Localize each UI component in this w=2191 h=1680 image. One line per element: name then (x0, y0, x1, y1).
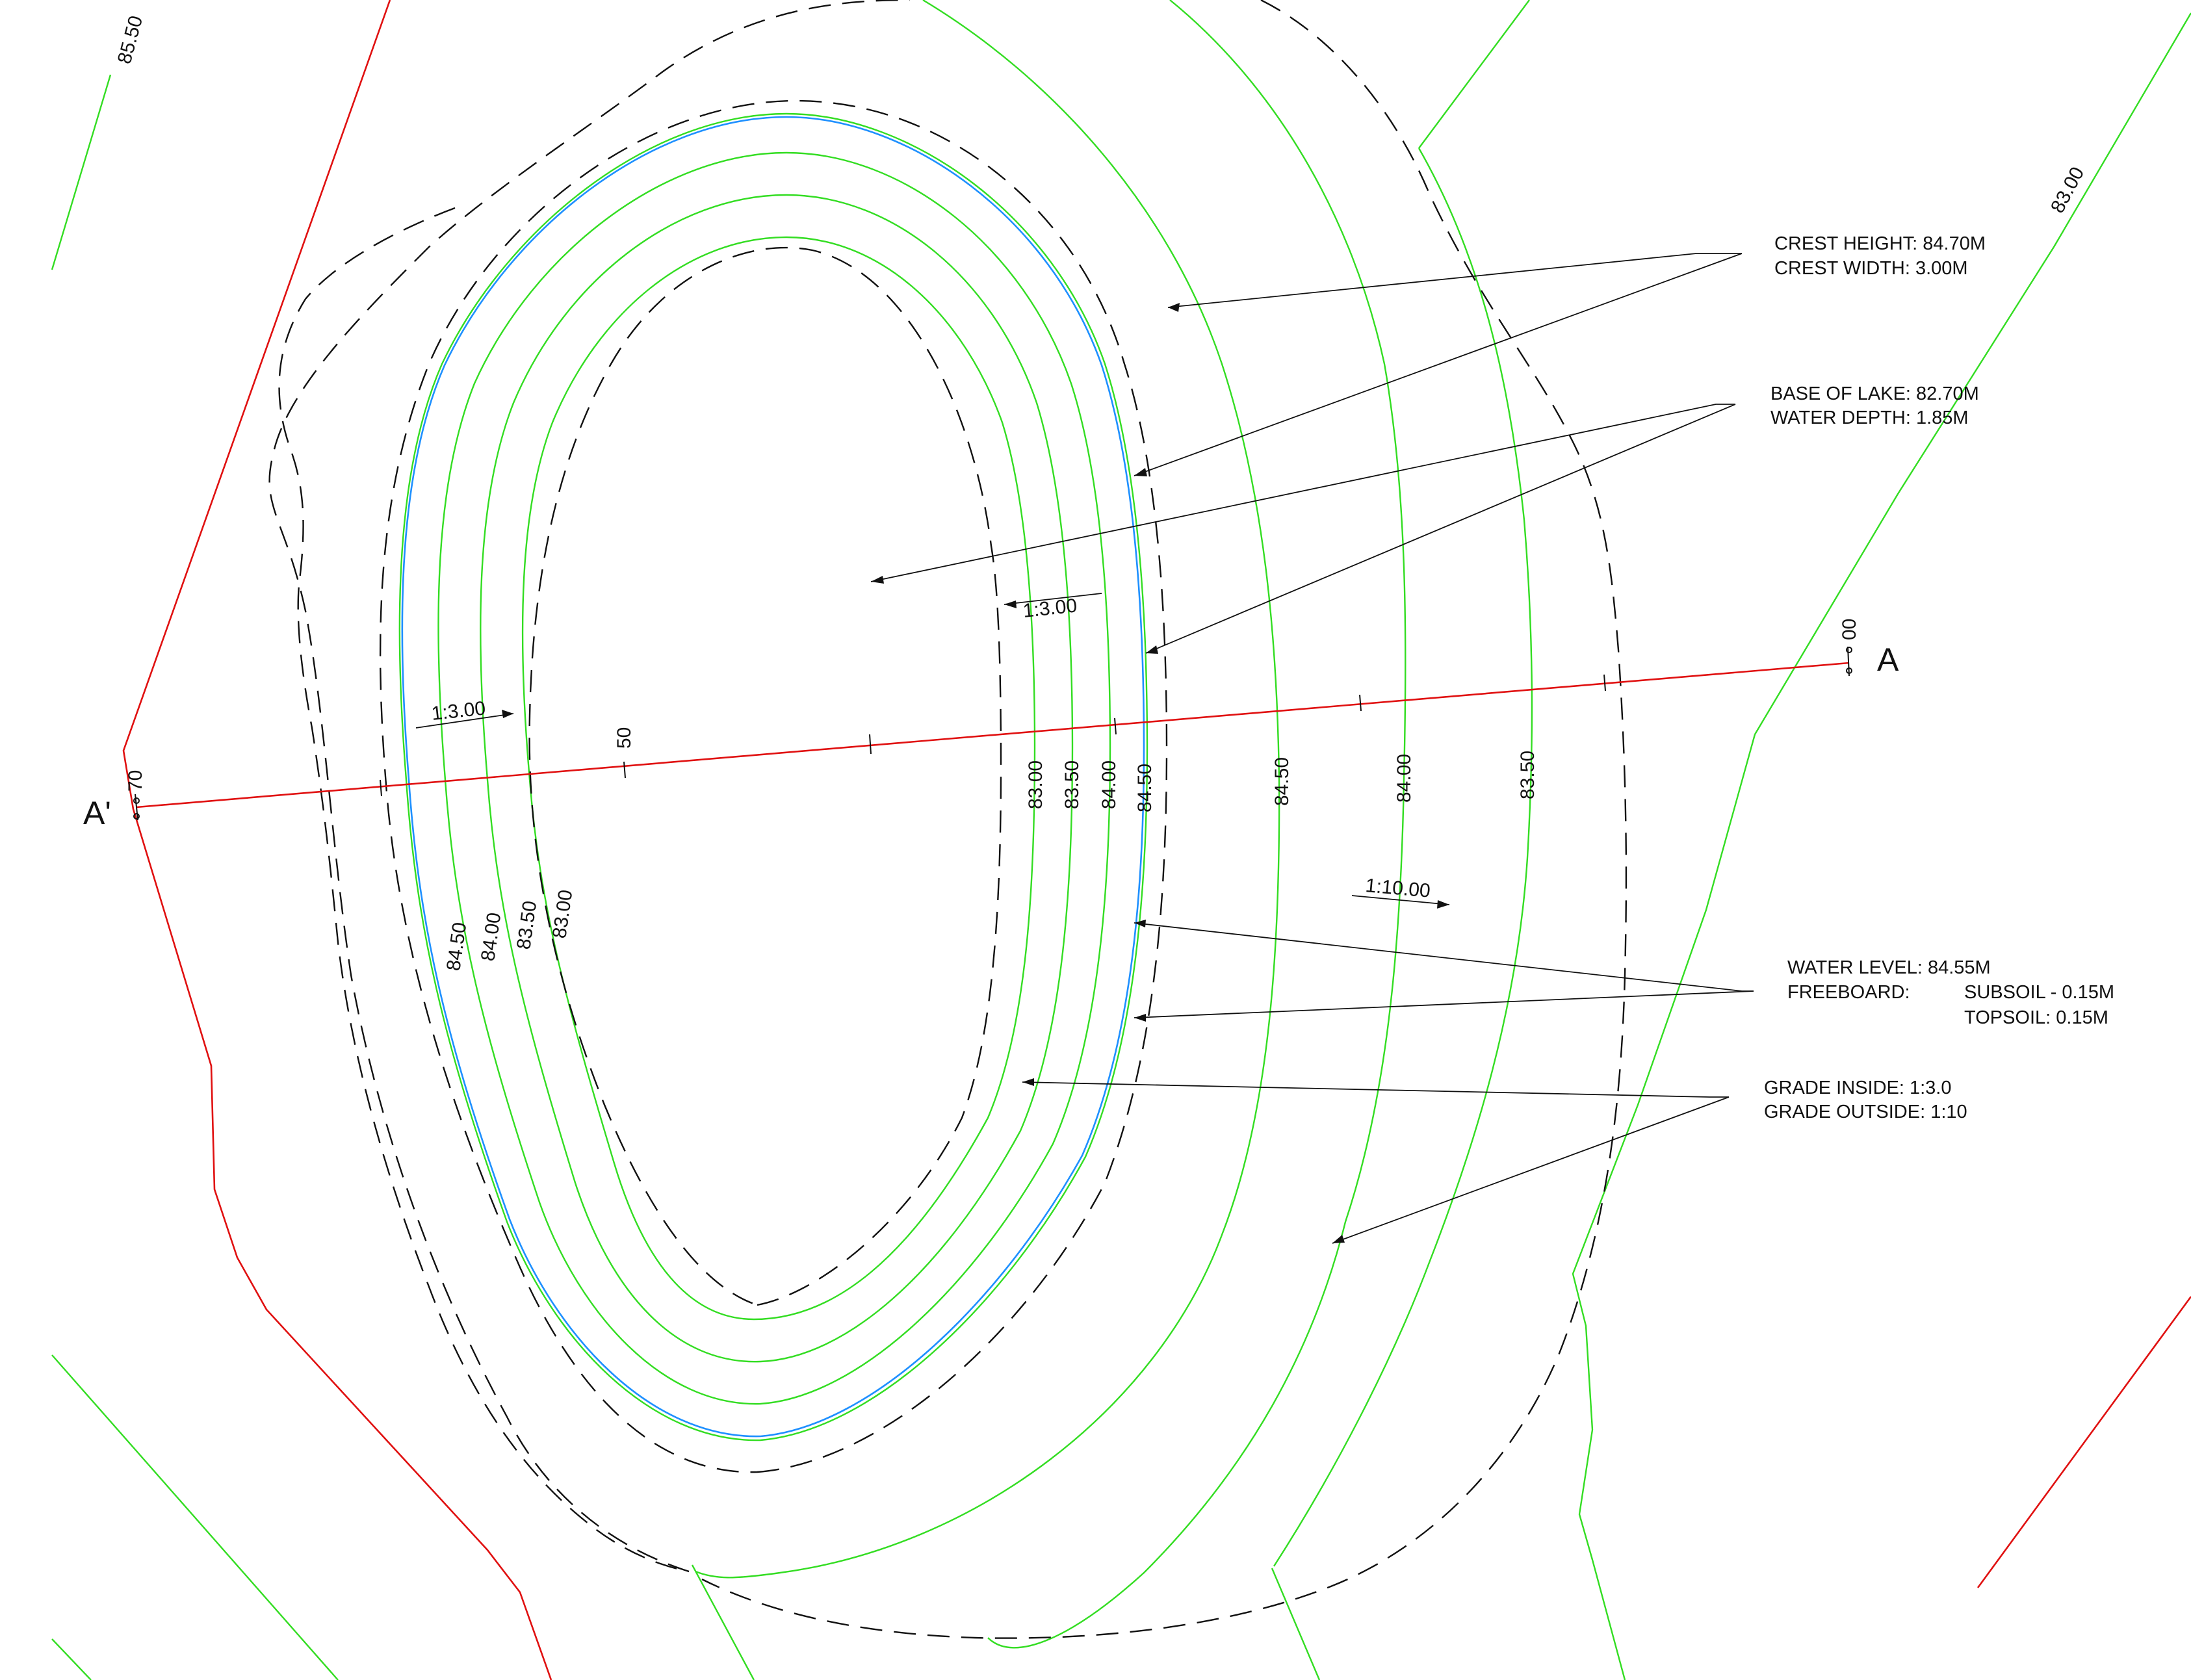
label-outer-84-00: 84.00 (1394, 754, 1415, 803)
dash-base-of-lake (528, 246, 1002, 1306)
contour-83-00-inner (521, 236, 1036, 1321)
leader-grade-inside (1022, 1081, 1729, 1098)
contour-85-50 (51, 74, 112, 270)
contour-83-00 (1754, 12, 2191, 735)
contour-outer-84-50 (695, 0, 1280, 1579)
contour-83-50 (480, 194, 1074, 1363)
site-boundary-left (122, 0, 552, 1680)
contour-83-00-lower (1572, 734, 1756, 1680)
chainage-end: 70 (125, 770, 146, 792)
note-subsoil: SUBSOIL - 0.15M (1964, 982, 2114, 1003)
chainage-mid: 50 (614, 727, 635, 749)
note-crest-width: CREST WIDTH: 3.00M (1774, 258, 1968, 279)
contour-top-right-a (1418, 0, 1530, 149)
lake-contours (398, 0, 1756, 1680)
water-edge (401, 116, 1145, 1438)
contour-bottom-mid-2 (1271, 1568, 1321, 1680)
note-leaders (870, 253, 1754, 1244)
terrain-contours (51, 0, 2191, 1680)
label-right-83-00: 83.00 (1025, 760, 1046, 809)
label-left-84-50: 84.50 (443, 921, 471, 972)
contour-84-50-inner (398, 112, 1148, 1441)
note-grade-outside: GRADE OUTSIDE: 1:10 (1764, 1102, 1967, 1122)
note-topsoil: TOPSOIL: 0.15M (1964, 1007, 2108, 1028)
contour-labels: 85.50 83.00 83.00 83.50 84.00 84.50 84.5… (114, 14, 2089, 972)
leader-crest (1167, 253, 1742, 308)
section-label-a-prime: A' (83, 795, 111, 831)
label-right-83-50: 83.50 (1061, 760, 1083, 809)
dash-outer-right (701, 0, 1627, 1639)
dash-left-outer (278, 207, 690, 1573)
section-label-a: A (1877, 641, 1899, 678)
slope-inside-left: 1:3.00 (430, 697, 486, 725)
note-grade-inside: GRADE INSIDE: 1:3.0 (1764, 1078, 1952, 1098)
leader-base (870, 404, 1735, 582)
leader-crest-2 (1134, 253, 1743, 476)
dash-crest-outer (268, 0, 911, 1573)
note-water-depth: WATER DEPTH: 1.85M (1770, 407, 1969, 428)
slope-labels: 1:3.00 1:3.00 1:10.00 (430, 595, 1431, 901)
label-right-84-50: 84.50 (1134, 764, 1156, 812)
label-outer-84-50: 84.50 (1271, 757, 1293, 806)
label-outer-83-50: 83.50 (1517, 751, 1538, 799)
note-freeboard: FREEBOARD: (1787, 982, 1910, 1003)
dashed-outlines (268, 0, 1627, 1639)
label-83-00-top: 83.00 (2047, 164, 2088, 217)
notes: CREST HEIGHT: 84.70M CREST WIDTH: 3.00M … (1764, 233, 2114, 1122)
contour-bottom-left-2 (51, 1638, 92, 1680)
note-water-level: WATER LEVEL: 84.55M (1787, 957, 1991, 978)
leader-base-2 (1145, 404, 1736, 654)
boundary-lines (122, 0, 2191, 1680)
label-left-83-50: 83.50 (513, 899, 541, 951)
contour-84-00 (437, 151, 1111, 1405)
chainage-start: 00 (1839, 619, 1860, 640)
section-line-a-a (136, 662, 1850, 808)
note-crest-height: CREST HEIGHT: 84.70M (1774, 233, 1986, 254)
contour-bottom-mid (691, 1564, 755, 1680)
contour-outer-84-00 (987, 0, 1407, 1649)
leader-grade-outside (1332, 1096, 1730, 1244)
dash-crest-inner (379, 99, 1168, 1473)
section-ticks (133, 646, 1852, 821)
label-left-84-00: 84.00 (477, 911, 505, 963)
contour-bottom-left (51, 1354, 339, 1680)
section-labels: A A' 00 50 70 (83, 619, 1899, 831)
label-85-50: 85.50 (114, 14, 147, 66)
label-right-84-00: 84.00 (1098, 760, 1120, 809)
leader-water (1134, 922, 1754, 992)
slope-arrows (415, 593, 1450, 909)
note-base-of-lake: BASE OF LAKE: 82.70M (1770, 383, 1979, 404)
label-left-83-00: 83.00 (549, 888, 577, 940)
contour-outer-83-50 (1273, 148, 1533, 1567)
site-boundary-bottom-right (1977, 1296, 2191, 1588)
leader-freeboard (1134, 990, 1754, 1018)
